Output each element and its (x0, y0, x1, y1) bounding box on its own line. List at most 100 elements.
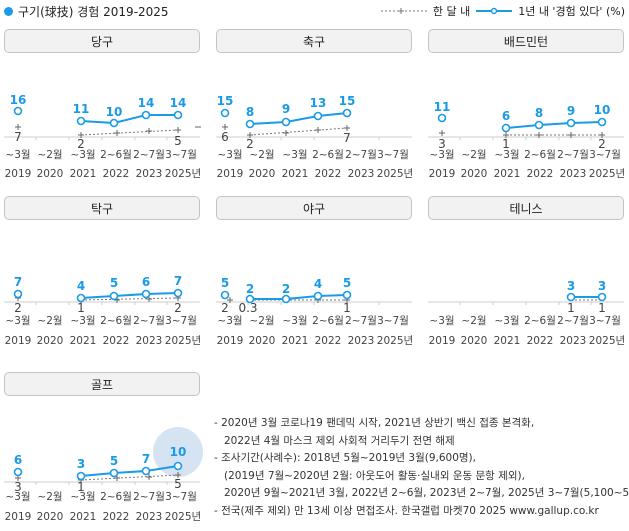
x-year-label: 2022 (103, 168, 130, 180)
footnote-line: (2019년 7월~2020년 2월: 아웃도어 활동·실내외 운동 문항 제외… (224, 469, 525, 482)
x-year-label: 2025년 (589, 168, 625, 180)
x-month-label: ~3월 (5, 315, 30, 327)
monthly-value: 1 (567, 301, 575, 315)
x-month-label: ~3월 (5, 491, 30, 503)
panel-header[interactable]: 탁구 (4, 196, 200, 220)
x-year-label: 2022 (103, 335, 130, 347)
panel-table-tennis: 탁구 2 1 2 7 4 5 6 7 ~3월 ~2월 ~3월 2~6월 2~7월… (4, 196, 201, 356)
yearly-value: 14 (170, 96, 187, 110)
yearly-value: 10 (594, 103, 611, 117)
yearly-legend-line-icon (476, 7, 513, 15)
monthly-value: 1 (343, 301, 351, 315)
x-month-label: ~3월 (429, 315, 454, 327)
x-year-label: 2020 (249, 168, 276, 180)
x-month-label: 2~6월 (100, 491, 132, 503)
x-month-label: ~2월 (461, 149, 486, 161)
panel-golf: 골프 3 1 5 6 3 5 7 10 ~3월 ~2월 ~3월 2~6월 2~7… (4, 372, 203, 530)
yearly-value: 3 (77, 457, 85, 471)
panel-title: 축구 (302, 34, 326, 49)
x-month-label: ~3월 (494, 315, 519, 327)
yearly-value: 7 (14, 275, 22, 289)
x-year-label: 2021 (70, 511, 97, 523)
x-month-label: 2~7월 (557, 315, 589, 327)
x-year-label: 2020 (461, 168, 488, 180)
panel-billiards: 당구 7 2 5 16 11 10 14 14 ~3월 ~2월 ~3월 2~6월… (4, 29, 201, 189)
x-year-label: 2019 (429, 335, 456, 347)
chart-title-text: 구기(球技) 경험 2019-2025 (18, 5, 169, 19)
x-month-label: ~3월 (282, 315, 307, 327)
x-month-label: ~3월 (217, 149, 242, 161)
x-month-label: 2~7월 (133, 315, 165, 327)
yearly-value: 10 (106, 105, 123, 119)
x-month-label: ~2월 (461, 315, 486, 327)
x-month-label: 2~6월 (312, 315, 344, 327)
panel-header[interactable]: 야구 (216, 196, 412, 220)
panel-header[interactable]: 골프 (4, 372, 200, 396)
x-year-label: 2023 (348, 168, 375, 180)
monthly-value: 1 (77, 480, 85, 494)
x-year-label: 2025년 (165, 511, 201, 523)
x-month-label: ~3월 (429, 149, 454, 161)
yearly-value: 16 (10, 93, 27, 107)
x-year-label: 2021 (282, 168, 309, 180)
footnote-line: 2022년 4월 마스크 제외 사회적 거리두기 전면 해제 (224, 434, 455, 447)
x-month-label: ~2월 (37, 315, 62, 327)
highlight-circle (153, 427, 203, 477)
panel-header[interactable]: 당구 (4, 29, 200, 53)
panel-title: 배드민턴 (503, 34, 549, 49)
yearly-value: 2 (246, 282, 254, 296)
panel-baseball: 야구 2 0.3 1 5 2 2 4 5 ~3월 ~2월 ~3월 2~6월 2~… (216, 196, 413, 356)
x-year-label: 2019 (217, 168, 244, 180)
monthly-value: 0.3 (238, 301, 257, 315)
x-year-label: 2020 (37, 511, 64, 523)
monthly-value: 5 (174, 477, 182, 491)
panel-chart: 1 1 3 3 ~3월 ~2월 ~3월 2~6월 2~7월 3~7월 2019 … (428, 279, 625, 347)
yearly-value: 2 (282, 282, 290, 296)
monthly-value: 6 (221, 130, 229, 144)
x-month-label: ~2월 (37, 149, 62, 161)
legend-yearly-label: 1년 내 '경험 있다' (%) (518, 5, 625, 18)
x-month-label: ~3월 (70, 491, 95, 503)
yearly-value: 4 (314, 277, 322, 291)
panel-chart: 6 2 7 15 8 9 13 15 ~3월 ~2월 ~3월 2~6월 2~7월… (195, 94, 413, 180)
x-year-label: 2025년 (165, 168, 201, 180)
x-month-label: 2~6월 (100, 149, 132, 161)
panel-badminton: 배드민턴 3 1 2 11 6 8 9 10 ~3월 ~2월 ~3월 2~6월 … (428, 29, 625, 189)
x-year-label: 2022 (103, 511, 130, 523)
x-year-label: 2023 (136, 511, 163, 523)
yearly-value: 7 (174, 274, 182, 288)
monthly-value: 2 (221, 301, 229, 315)
x-month-label: 3~7월 (377, 315, 409, 327)
yearly-value: 13 (310, 96, 327, 110)
x-year-label: 2022 (315, 335, 342, 347)
yearly-value: 7 (142, 452, 150, 466)
x-month-label: 2~7월 (557, 149, 589, 161)
x-year-label: 2022 (527, 168, 554, 180)
yearly-value: 10 (170, 445, 187, 459)
panel-title: 당구 (90, 34, 114, 49)
x-year-label: 2021 (494, 335, 521, 347)
panel-header[interactable]: 배드민턴 (428, 29, 624, 53)
x-year-label: 2019 (5, 168, 32, 180)
x-month-label: ~3월 (70, 149, 95, 161)
x-month-label: 2~6월 (524, 149, 556, 161)
x-month-label: ~2월 (249, 149, 274, 161)
panel-title: 골프 (90, 377, 114, 392)
x-month-label: ~2월 (37, 491, 62, 503)
panel-header[interactable]: 축구 (216, 29, 412, 53)
x-year-label: 2023 (136, 335, 163, 347)
x-month-label: 3~7월 (165, 491, 197, 503)
monthly-value: 3 (438, 137, 446, 151)
yearly-value: 9 (567, 104, 575, 118)
x-year-label: 2025년 (165, 335, 201, 347)
panel-header[interactable]: 테니스 (428, 196, 624, 220)
yearly-value: 11 (73, 102, 90, 116)
x-month-label: 2~7월 (133, 491, 165, 503)
yearly-value: 6 (142, 275, 150, 289)
monthly-legend-line-icon (380, 8, 427, 14)
monthly-value: 1 (502, 137, 510, 151)
monthly-value: 2 (14, 301, 22, 315)
monthly-value: 3 (14, 480, 22, 494)
x-month-label: 2~6월 (100, 315, 132, 327)
x-year-label: 2022 (315, 168, 342, 180)
